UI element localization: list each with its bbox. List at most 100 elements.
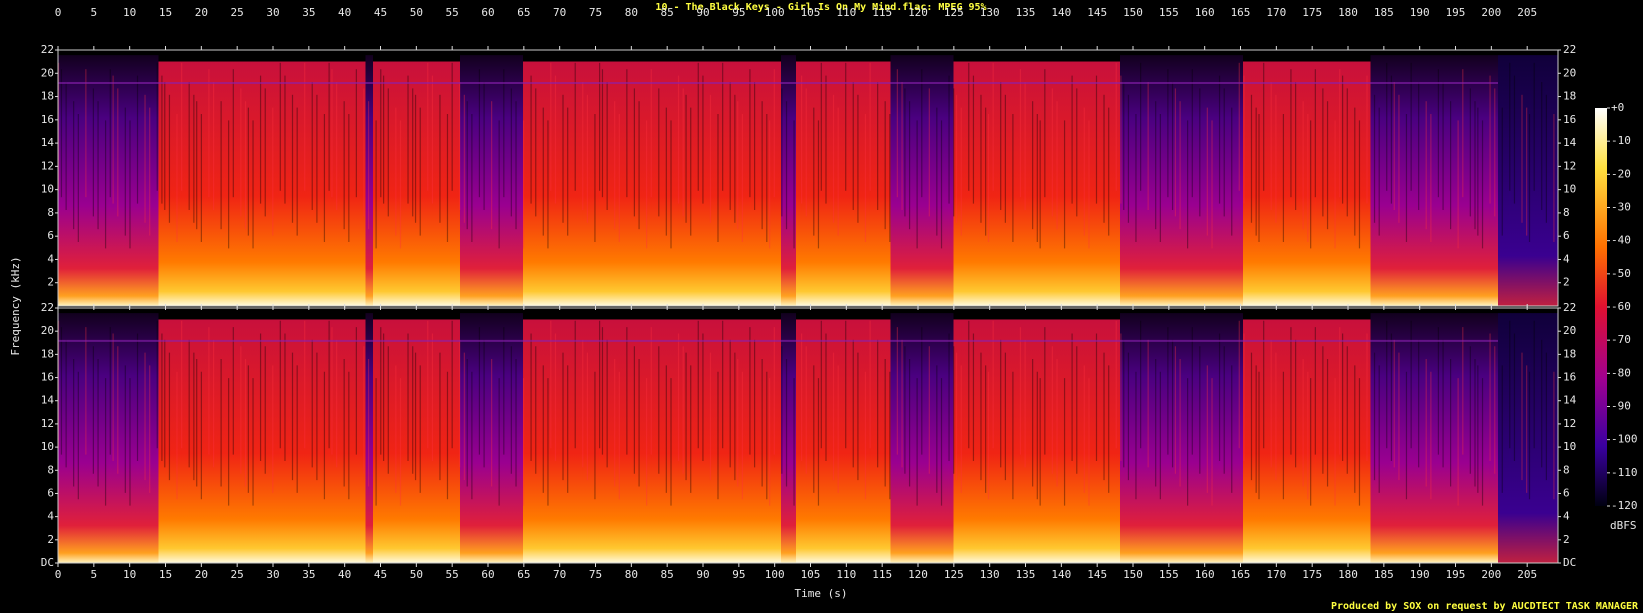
transient bbox=[439, 352, 441, 481]
transient bbox=[97, 359, 99, 487]
transient bbox=[547, 120, 549, 249]
transient bbox=[717, 114, 719, 242]
y-tick-label: 8 bbox=[47, 463, 54, 476]
transient bbox=[1342, 75, 1344, 204]
transient bbox=[466, 101, 468, 230]
transient bbox=[1063, 120, 1066, 249]
plot-frame bbox=[57, 49, 1559, 307]
x-tick-label: 100 bbox=[765, 568, 785, 581]
x-tick-label: 125 bbox=[944, 568, 964, 581]
transient bbox=[1310, 378, 1312, 506]
transient bbox=[208, 327, 210, 455]
x-tick-label: 110 bbox=[836, 568, 856, 581]
colorbar-tick-label: -20 bbox=[1611, 167, 1631, 180]
transient bbox=[606, 339, 608, 468]
y-tick-label: 10 bbox=[41, 183, 54, 196]
transient bbox=[168, 352, 171, 481]
transient bbox=[1521, 94, 1523, 223]
transient bbox=[1501, 107, 1503, 236]
transient bbox=[901, 339, 903, 468]
y-tick-label: 16 bbox=[1563, 113, 1576, 126]
x-tick-label: 100 bbox=[765, 6, 785, 19]
transient bbox=[1147, 82, 1149, 210]
transient bbox=[196, 101, 198, 230]
transient bbox=[1533, 62, 1535, 191]
transient bbox=[582, 339, 584, 468]
transient bbox=[1044, 327, 1046, 455]
transient bbox=[1024, 339, 1026, 468]
transient bbox=[85, 69, 87, 198]
transient bbox=[498, 120, 500, 249]
x-tick-label: 145 bbox=[1087, 568, 1107, 581]
transient bbox=[864, 371, 867, 500]
x-tick-label: 135 bbox=[1016, 568, 1036, 581]
colorbar-tick-label: -110 bbox=[1611, 466, 1638, 479]
transient bbox=[1036, 114, 1038, 242]
transient bbox=[316, 352, 318, 481]
transient bbox=[1307, 114, 1309, 242]
x-tick-label: 65 bbox=[517, 6, 530, 19]
spectrum-band bbox=[1120, 313, 1243, 563]
transient bbox=[1545, 94, 1547, 223]
transient bbox=[304, 62, 306, 191]
transient bbox=[1147, 339, 1149, 468]
transient bbox=[837, 365, 839, 493]
transient bbox=[1314, 327, 1316, 455]
colorbar-tick-label: -70 bbox=[1611, 333, 1631, 346]
transient bbox=[832, 94, 835, 223]
transient bbox=[1533, 320, 1535, 449]
transient bbox=[741, 371, 743, 500]
transient bbox=[1127, 94, 1130, 223]
transient bbox=[1199, 346, 1201, 474]
transient bbox=[348, 371, 350, 500]
transient bbox=[60, 69, 63, 198]
x-tick-label: 15 bbox=[159, 6, 172, 19]
transient bbox=[955, 352, 958, 481]
transient bbox=[1494, 88, 1496, 217]
x-tick-label: 120 bbox=[908, 6, 928, 19]
spectrum-band bbox=[365, 313, 373, 563]
y-tick-label: 16 bbox=[41, 371, 54, 384]
transient bbox=[129, 120, 131, 249]
transient bbox=[1354, 107, 1356, 236]
transient bbox=[697, 62, 699, 191]
transient bbox=[1513, 75, 1516, 204]
x-tick-label: 195 bbox=[1446, 568, 1466, 581]
transient bbox=[1442, 82, 1444, 210]
colorbar-tick-label: +0 bbox=[1611, 101, 1624, 114]
x-tick-label: 50 bbox=[410, 568, 423, 581]
transient bbox=[220, 101, 222, 230]
transient bbox=[542, 365, 544, 493]
transient bbox=[817, 120, 820, 249]
transient bbox=[554, 333, 557, 461]
transient bbox=[754, 82, 756, 210]
transient bbox=[1174, 346, 1177, 474]
transient bbox=[1187, 120, 1189, 249]
transient bbox=[65, 339, 67, 468]
y-tick-label: 14 bbox=[1563, 136, 1577, 149]
transient bbox=[877, 82, 879, 210]
transient bbox=[1024, 82, 1026, 210]
hf-line bbox=[58, 339, 1498, 342]
transient bbox=[124, 107, 126, 236]
transient bbox=[1255, 365, 1257, 493]
transient bbox=[383, 333, 385, 461]
y-tick-label: 12 bbox=[41, 159, 54, 172]
y-tick-label: 2 bbox=[1563, 276, 1570, 289]
transient bbox=[658, 346, 660, 474]
transient bbox=[395, 365, 397, 493]
transient bbox=[614, 101, 616, 230]
transient bbox=[367, 101, 370, 230]
transient bbox=[296, 365, 298, 493]
transient bbox=[1339, 327, 1341, 455]
transient bbox=[1167, 69, 1169, 198]
transient bbox=[77, 371, 79, 500]
transient bbox=[729, 82, 731, 210]
colorbar-tick-label: -40 bbox=[1611, 234, 1631, 247]
transient bbox=[1275, 94, 1277, 223]
transient bbox=[1044, 69, 1046, 198]
transient bbox=[515, 101, 517, 230]
transient bbox=[483, 339, 485, 468]
y-tick-label: 14 bbox=[1563, 394, 1577, 407]
transient bbox=[1036, 371, 1038, 500]
